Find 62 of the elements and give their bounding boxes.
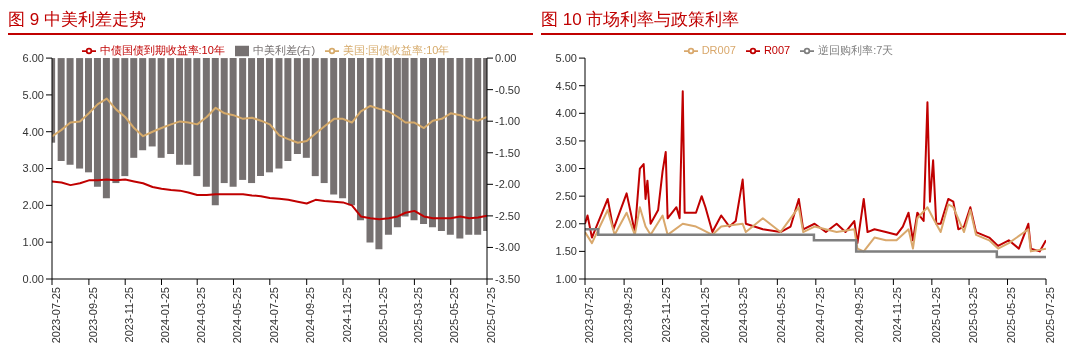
y2-tick-label: -2.00 [495, 178, 521, 191]
y-tick-label: 3.50 [555, 134, 577, 147]
y2-tick-label: -3.50 [495, 272, 521, 285]
x-tick-label: 2024-05-25 [231, 287, 244, 344]
x-tick-label: 2023-11-25 [660, 287, 673, 343]
x-tick-label: 2024-01-25 [698, 287, 711, 344]
y-tick-label: 2.00 [22, 199, 44, 212]
legend-label: R007 [763, 44, 791, 56]
x-tick-label: 2023-07-25 [49, 287, 62, 344]
y2-tick-label: 0.00 [495, 52, 517, 64]
legend-label: 美国:国债收益率:10年 [343, 44, 450, 56]
x-tick-label: 2024-03-25 [195, 287, 208, 344]
x-tick-label: 2024-05-25 [775, 287, 788, 344]
y-tick-label: 2.00 [555, 217, 577, 230]
x-tick-label: 2024-03-25 [736, 287, 749, 344]
x-tick-label: 2025-05-25 [1005, 287, 1018, 344]
y-tick-label: 4.50 [555, 79, 577, 92]
x-tick-label: 2025-07-25 [1043, 287, 1056, 344]
y-tick-label: 1.00 [22, 236, 44, 249]
y-tick-label: 4.00 [555, 107, 577, 120]
x-tick-label: 2025-01-25 [377, 287, 390, 344]
x-tick-label: 2025-05-25 [448, 287, 461, 344]
y2-tick-label: -1.50 [495, 146, 521, 159]
y-tick-label: 3.00 [555, 162, 577, 175]
y-tick-label: 5.00 [555, 52, 577, 64]
x-tick-label: 2024-07-25 [813, 287, 826, 344]
line-series [52, 97, 487, 144]
chart-title: 图 10 市场利率与政策利率 [541, 8, 1066, 35]
x-tick-label: 2025-03-25 [966, 287, 979, 344]
y-tick-label: 1.00 [555, 272, 577, 285]
x-tick-label: 2024-07-25 [267, 287, 280, 344]
legend-label: DR007 [701, 44, 736, 56]
y2-tick-label: -1.00 [495, 115, 521, 128]
chart-title: 图 9 中美利差走势 [8, 8, 533, 35]
y-tick-label: 1.50 [555, 245, 577, 258]
x-tick-label: 2025-07-25 [484, 287, 497, 344]
line-series [585, 203, 1046, 253]
x-tick-label: 2023-09-25 [621, 287, 634, 344]
x-tick-label: 2024-01-25 [159, 287, 172, 344]
y-tick-label: 4.00 [22, 125, 44, 138]
legend-label: 逆回购利率:7天 [818, 44, 894, 56]
x-tick-label: 2023-09-25 [86, 287, 99, 344]
x-tick-label: 2024-11-25 [340, 287, 353, 343]
legend-label: 中债国债到期收益率:10年 [99, 44, 225, 56]
x-tick-label: 2023-11-25 [123, 287, 135, 343]
y-tick-label: 0.00 [22, 272, 44, 285]
x-tick-label: 2024-09-25 [852, 287, 865, 344]
x-tick-label: 2023-07-25 [582, 287, 595, 344]
x-tick-label: 2025-03-25 [412, 287, 425, 344]
y-tick-label: 6.00 [22, 52, 44, 64]
y-tick-label: 2.50 [555, 190, 577, 203]
line-series [585, 90, 1046, 253]
x-tick-label: 2024-11-25 [891, 287, 904, 343]
line-series [52, 178, 487, 221]
y-tick-label: 3.00 [22, 162, 44, 175]
x-tick-label: 2024-09-25 [304, 287, 317, 344]
y2-tick-label: -0.50 [495, 83, 521, 96]
y-tick-label: 5.00 [22, 88, 44, 101]
legend-label: 中美利差(右) [252, 44, 316, 56]
y2-tick-label: -2.50 [495, 209, 521, 222]
x-tick-label: 2025-01-25 [929, 287, 942, 344]
y2-tick-label: -3.00 [495, 241, 521, 254]
